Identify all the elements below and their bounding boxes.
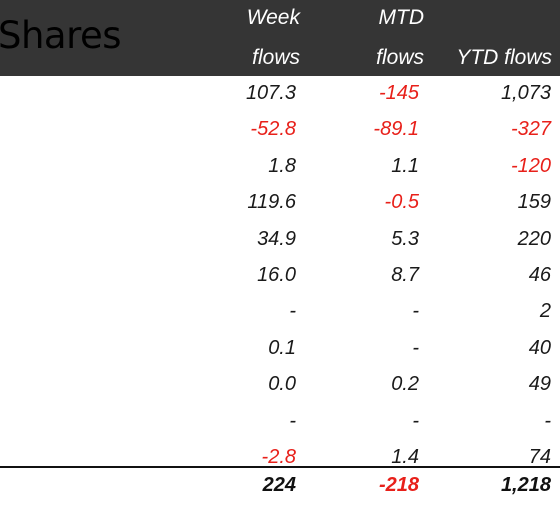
ytd-flows-header: YTD flows: [456, 46, 552, 69]
ytd-flows-cell: 40: [528, 336, 551, 359]
table-row: 119.6 -0.5 159: [0, 185, 560, 221]
week-flows-cell: 119.6: [247, 191, 296, 214]
total-divider: [0, 466, 560, 468]
week-flows-cell: 1.8: [268, 154, 296, 177]
table-row: 107.3 -145 1,073: [0, 76, 560, 112]
table-row: 0.0 0.2 49: [0, 367, 560, 403]
mtd-flows-header-line1: MTD: [378, 6, 425, 29]
mtd-flows-cell: 1.1: [391, 154, 419, 177]
mtd-flows-cell: -0.5: [384, 191, 419, 214]
ytd-flows-cell: -120: [510, 154, 551, 177]
mtd-flows-cell: -: [412, 336, 419, 359]
week-flows-cell: 34.9: [257, 227, 296, 250]
week-flows-cell: 0.0: [268, 373, 296, 396]
week-flows-cell: 0.1: [268, 336, 296, 359]
flows-table-body: 107.3 -145 1,073 -52.8 -89.1 -327 1.8 1.1 -120 11…: [0, 76, 560, 476]
mtd-flows-cell: 8.7: [391, 263, 419, 286]
table-row: -2.8 1.4 74: [0, 440, 560, 476]
table-header: Week flows MTD flows YTD flows: [0, 0, 560, 76]
table-row: 1.8 1.1 -120: [0, 149, 560, 185]
table-row: 34.9 5.3 220: [0, 222, 560, 258]
mtd-flows-header-line2: flows: [376, 46, 424, 69]
week-flows-cell: 107.3: [245, 82, 296, 104]
total-mtd-flows: -218: [378, 474, 419, 496]
total-row: 224 -218 1,218: [0, 468, 560, 504]
mtd-flows-cell: -145: [378, 82, 419, 104]
mtd-flows-cell: -: [412, 409, 419, 432]
mtd-flows-cell: -: [412, 300, 419, 323]
ytd-flows-cell: 49: [528, 373, 551, 396]
mtd-flows-cell: 5.3: [391, 227, 419, 250]
ytd-flows-cell: 1,073: [500, 82, 551, 104]
table-row: - - 2: [0, 294, 560, 330]
table-row: ---: [0, 404, 560, 440]
table-title: Shares: [0, 14, 122, 57]
ytd-flows-cell: -: [544, 409, 551, 432]
ytd-flows-cell: 46: [528, 263, 551, 286]
table-row: 16.0 8.7 46: [0, 258, 560, 294]
mtd-flows-cell: -89.1: [373, 118, 419, 141]
table-row: 0.1 - 40: [0, 331, 560, 367]
week-flows-cell: -: [289, 300, 296, 323]
ytd-flows-cell: 74: [528, 445, 551, 468]
ytd-flows-cell: 159: [517, 191, 551, 214]
total-ytd-flows: 1,218: [500, 474, 551, 496]
week-flows-cell: -: [289, 409, 296, 432]
week-flows-cell: -52.8: [250, 118, 296, 141]
week-flows-cell: -2.8: [261, 445, 296, 468]
mtd-flows-cell: 1.4: [391, 445, 419, 468]
ytd-flows-cell: 2: [539, 300, 551, 323]
table-row: -52.8 -89.1 -327: [0, 112, 560, 148]
week-flows-header-line1: Week: [246, 6, 300, 29]
week-flows-cell: 16.0: [257, 263, 296, 286]
total-week-flows: 224: [262, 474, 296, 496]
week-flows-header-line2: flows: [252, 46, 300, 69]
ytd-flows-cell: 220: [517, 227, 551, 250]
ytd-flows-cell: -327: [510, 118, 551, 141]
mtd-flows-cell: 0.2: [391, 373, 419, 396]
